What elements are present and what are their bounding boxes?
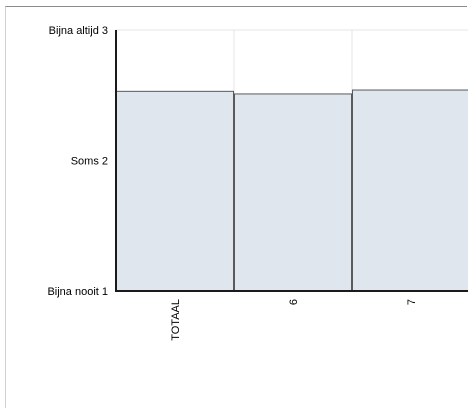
x-tick-label: 7 [406,299,418,305]
bar-6 [234,93,352,292]
bars [116,89,468,292]
axes [115,30,468,292]
bar-7 [352,89,468,292]
y-tick-labels: Bijna nooit 1 Soms 2 Bijna altijd 3 [47,25,108,298]
chart-panel: Bijna nooit 1 Soms 2 Bijna altijd 3 TOTAAL… [5,6,468,408]
x-tick-labels: TOTAAL 6 7 [170,299,418,341]
y-tick-label: Bijna altijd 3 [49,25,108,37]
x-tick-label: 6 [288,299,300,305]
x-tick-label: TOTAAL [170,299,182,341]
bar-chart: Bijna nooit 1 Soms 2 Bijna altijd 3 TOTAAL… [47,25,468,341]
y-tick-label: Soms 2 [71,156,108,168]
y-tick-label: Bijna nooit 1 [47,286,108,298]
bar-totaal [116,90,234,292]
